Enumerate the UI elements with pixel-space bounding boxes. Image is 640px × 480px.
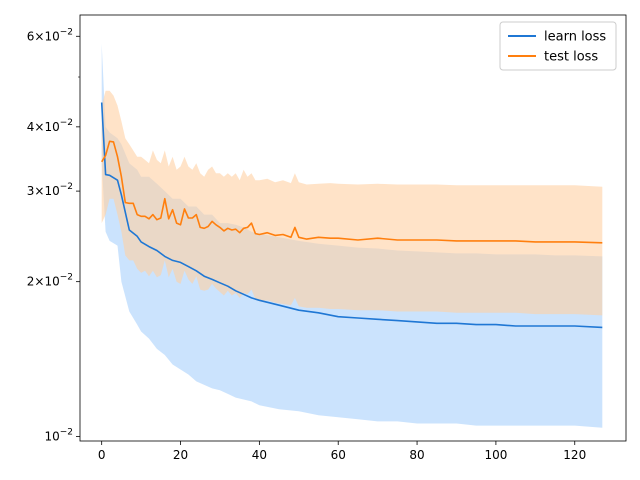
confidence-bands	[101, 43, 603, 428]
learn-loss-line	[100, 102, 603, 329]
x-tick-label: 80	[409, 448, 424, 462]
x-tick-label: 60	[331, 448, 346, 462]
x-tick-label: 40	[252, 448, 267, 462]
legend-label: learn loss	[544, 30, 606, 45]
series-lines	[100, 102, 603, 329]
y-tick-label: 10−2	[44, 427, 73, 443]
x-tick-label: 100	[484, 448, 507, 462]
x-tick-label: 20	[173, 448, 188, 462]
y-tick-label: 6×10−2	[27, 27, 73, 43]
x-tick-label: 0	[98, 448, 106, 462]
legend-box	[499, 21, 617, 71]
y-tick-label: 4×10−2	[27, 118, 73, 134]
legend-label: test loss	[544, 50, 598, 65]
x-axis: 0 20 40 60 80 100 120	[98, 441, 586, 462]
x-tick-label: 120	[563, 448, 586, 462]
y-tick-label: 2×10−2	[27, 273, 73, 289]
test-loss-line	[101, 140, 603, 244]
test-loss-band	[101, 90, 603, 316]
y-tick-label: 3×10−2	[27, 182, 73, 198]
y-axis: 2×10−2 3×10−2 4×10−2 6×10−2 10−2	[27, 27, 80, 443]
learn-loss-band	[101, 43, 603, 428]
legend: learn loss test loss	[499, 21, 617, 71]
plot-frame	[79, 14, 627, 442]
